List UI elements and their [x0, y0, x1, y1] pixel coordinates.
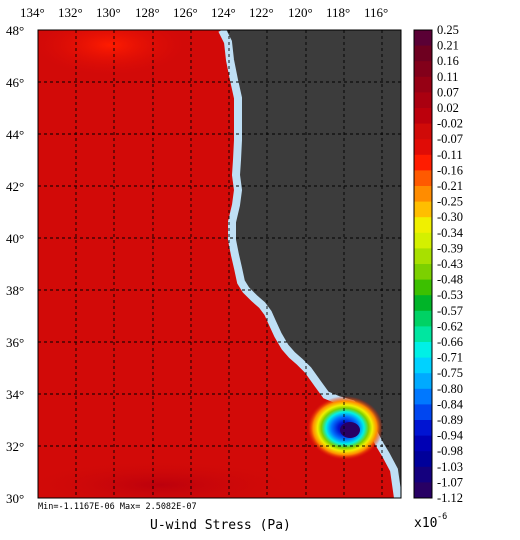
- colorbar-tick-label: -1.07: [437, 475, 463, 489]
- colorbar-tick-label: 0.02: [437, 101, 459, 115]
- colorbar-multiplier-exponent: -6: [437, 512, 447, 522]
- colorbar-swatch: [414, 373, 432, 390]
- colorbar-tick-label: 0.21: [437, 39, 459, 53]
- colorbar-swatch: [414, 295, 432, 312]
- colorbar-swatch: [414, 139, 432, 156]
- colorbar-swatch: [414, 264, 432, 280]
- lon-tick: 130°: [96, 5, 121, 20]
- colorbar-swatch: [414, 482, 432, 499]
- colorbar-frame: [413, 29, 433, 499]
- lat-tick: 44°: [6, 127, 24, 142]
- colorbar-swatch: [414, 326, 432, 343]
- lat-tick-labels: 48° 46° 44° 42° 40° 38° 36° 34° 32° 30°: [6, 23, 24, 506]
- colorbar-tick-label: -0.25: [437, 195, 463, 209]
- offshore-maximum-blob: [38, 30, 185, 75]
- lon-tick: 116°: [364, 5, 388, 20]
- colorbar-swatch: [414, 61, 432, 78]
- map-frame: [37, 29, 402, 499]
- colorbar-tick-label: -0.89: [437, 413, 463, 427]
- colorbar-swatch: [414, 92, 432, 109]
- colorbar-swatch: [414, 217, 432, 234]
- colorbar-swatch: [414, 310, 432, 327]
- colorbar-labels: 0.250.210.160.110.070.02-0.02-0.07-0.11-…: [437, 23, 464, 505]
- map-gridlines: [38, 30, 401, 498]
- colorbar-swatch: [414, 76, 432, 93]
- colorbar-swatch: [414, 404, 432, 421]
- colorbar-swatch: [414, 248, 432, 265]
- lat-tick: 40°: [6, 231, 24, 246]
- colorbar-tick-label: -0.53: [437, 288, 463, 302]
- colorbar-tick-label: -0.21: [437, 179, 463, 193]
- colorbar-tick-label: -0.02: [437, 117, 463, 131]
- lon-tick: 128°: [135, 5, 160, 20]
- colorbar-tick-label: -0.48: [437, 273, 463, 287]
- colorbar-swatch: [414, 451, 432, 468]
- southern-weak-region: [38, 460, 300, 498]
- colorbar: [413, 29, 433, 499]
- colorbar-multiplier-base: x10: [414, 516, 437, 531]
- colorbar-swatch: [414, 279, 432, 296]
- map-title: U-wind Stress (Pa): [150, 518, 291, 533]
- colorbar-swatch: [414, 420, 432, 436]
- lon-tick: 134°: [20, 5, 45, 20]
- lat-tick: 38°: [6, 283, 24, 298]
- lat-tick: 34°: [6, 387, 24, 402]
- colorbar-tick-label: -0.11: [437, 148, 463, 162]
- colorbar-tick-label: 0.07: [437, 85, 459, 99]
- colorbar-tick-label: -0.80: [437, 382, 463, 396]
- colorbar-tick-label: -0.07: [437, 132, 463, 146]
- colorbar-tick-label: -0.98: [437, 444, 463, 458]
- colorbar-swatch: [414, 123, 432, 140]
- colorbar-tick-label: -0.84: [437, 397, 464, 411]
- lon-tick: 124°: [211, 5, 236, 20]
- colorbar-tick-label: -0.57: [437, 304, 463, 318]
- colorbar-swatch: [414, 45, 432, 62]
- colorbar-swatch: [414, 357, 432, 374]
- colorbar-swatch: [414, 186, 432, 202]
- colorbar-swatch: [414, 388, 432, 405]
- colorbar-tick-label: -0.62: [437, 319, 463, 333]
- eddy-core: [340, 422, 360, 438]
- lon-tick: 118°: [326, 5, 350, 20]
- colorbar-tick-label: -0.39: [437, 241, 463, 255]
- lat-tick: 36°: [6, 335, 24, 350]
- lat-tick: 46°: [6, 75, 24, 90]
- colorbar-swatch: [414, 466, 432, 483]
- lon-tick-labels: 134° 132° 130° 128° 126° 124° 122° 120° …: [20, 5, 388, 20]
- lon-tick: 132°: [58, 5, 83, 20]
- colorbar-tick-label: -0.75: [437, 366, 463, 380]
- lat-tick: 48°: [6, 23, 24, 38]
- colorbar-multiplier: x10 -6: [414, 512, 447, 531]
- colorbar-tick-label: 0.25: [437, 23, 459, 37]
- lat-tick: 32°: [6, 439, 24, 454]
- colorbar-swatch: [414, 154, 432, 171]
- map-panel: [38, 30, 401, 498]
- colorbar-tick-label: -0.43: [437, 257, 463, 271]
- lon-tick: 126°: [173, 5, 198, 20]
- colorbar-swatch: [414, 232, 432, 249]
- colorbar-swatch: [414, 170, 432, 187]
- colorbar-tick-label: -0.16: [437, 163, 463, 177]
- colorbar-tick-label: 0.11: [437, 70, 458, 84]
- colorbar-swatch: [414, 30, 432, 46]
- colorbar-tick-label: -1.12: [437, 491, 463, 505]
- colorbar-tick-label: -0.71: [437, 351, 463, 365]
- colorbar-swatch: [414, 342, 432, 358]
- colorbar-tick-label: -1.03: [437, 460, 463, 474]
- colorbar-swatch: [414, 108, 432, 124]
- lon-tick: 122°: [249, 5, 274, 20]
- colorbar-swatch: [414, 201, 432, 218]
- colorbar-tick-label: -0.66: [437, 335, 463, 349]
- colorbar-tick-label: -0.30: [437, 210, 463, 224]
- colorbar-tick-label: 0.16: [437, 54, 459, 68]
- lat-tick: 30°: [6, 491, 24, 506]
- colorbar-swatch: [414, 435, 432, 452]
- colorbar-tick-label: -0.34: [437, 226, 464, 240]
- min-max-stats: Min=-1.1167E-06 Max= 2.5082E-07: [38, 502, 197, 512]
- colorbar-tick-label: -0.94: [437, 429, 464, 443]
- lon-tick: 120°: [288, 5, 313, 20]
- lat-tick: 42°: [6, 179, 24, 194]
